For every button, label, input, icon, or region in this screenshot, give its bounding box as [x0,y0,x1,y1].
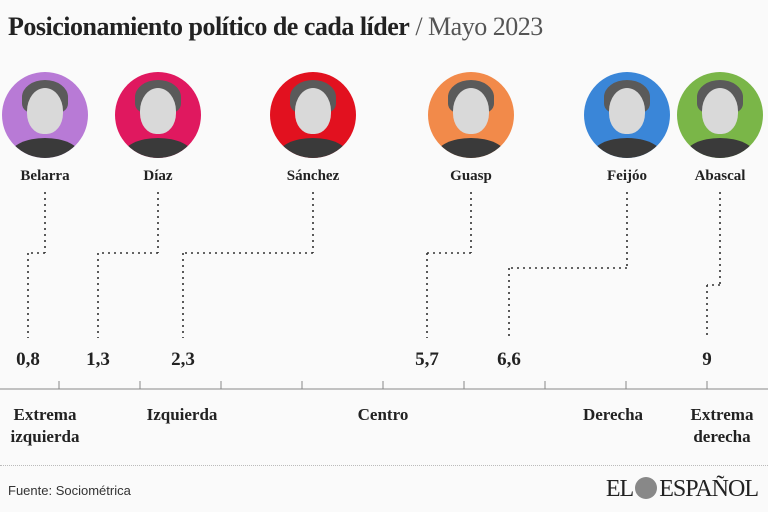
title-main: Posicionamiento político de cada líder [8,12,410,41]
value-label: 2,3 [171,349,195,370]
leader-photo [270,72,356,158]
leader-photo [584,72,670,158]
axis-category-label: Derecha [582,405,644,424]
leader-photo [428,72,514,158]
leader-name: Guasp [450,168,492,184]
axis-category-label: Extrema derecha [690,405,754,446]
source-text: Fuente: Sociométrica [8,483,131,498]
value-label: 0,8 [16,349,40,370]
chart-title: Posicionamiento político de cada líder /… [8,12,543,42]
leader-photo [115,72,201,158]
value-label: 1,3 [86,349,110,370]
leader-name: Díaz [143,168,173,184]
leader-photo [677,72,763,158]
divider [0,465,768,466]
leader-name: Feijóo [607,168,647,184]
value-label: 5,7 [415,349,439,370]
axis-category-label: Extrema izquierda [10,405,80,446]
leader-name: Abascal [694,168,746,184]
title-separator: / [409,12,429,41]
axis-category-label: Izquierda [146,405,218,424]
title-sub: Mayo 2023 [428,12,543,41]
value-label: 6,6 [497,349,521,370]
leader-name: Sánchez [286,168,340,184]
logo: EL ESPAÑOL [605,476,759,502]
axis-category-label: Centro [357,405,409,424]
leader-photo [2,72,88,158]
leader-name: Belarra [20,168,70,184]
value-label: 9 [702,349,712,370]
lion-logo-icon [635,477,658,499]
